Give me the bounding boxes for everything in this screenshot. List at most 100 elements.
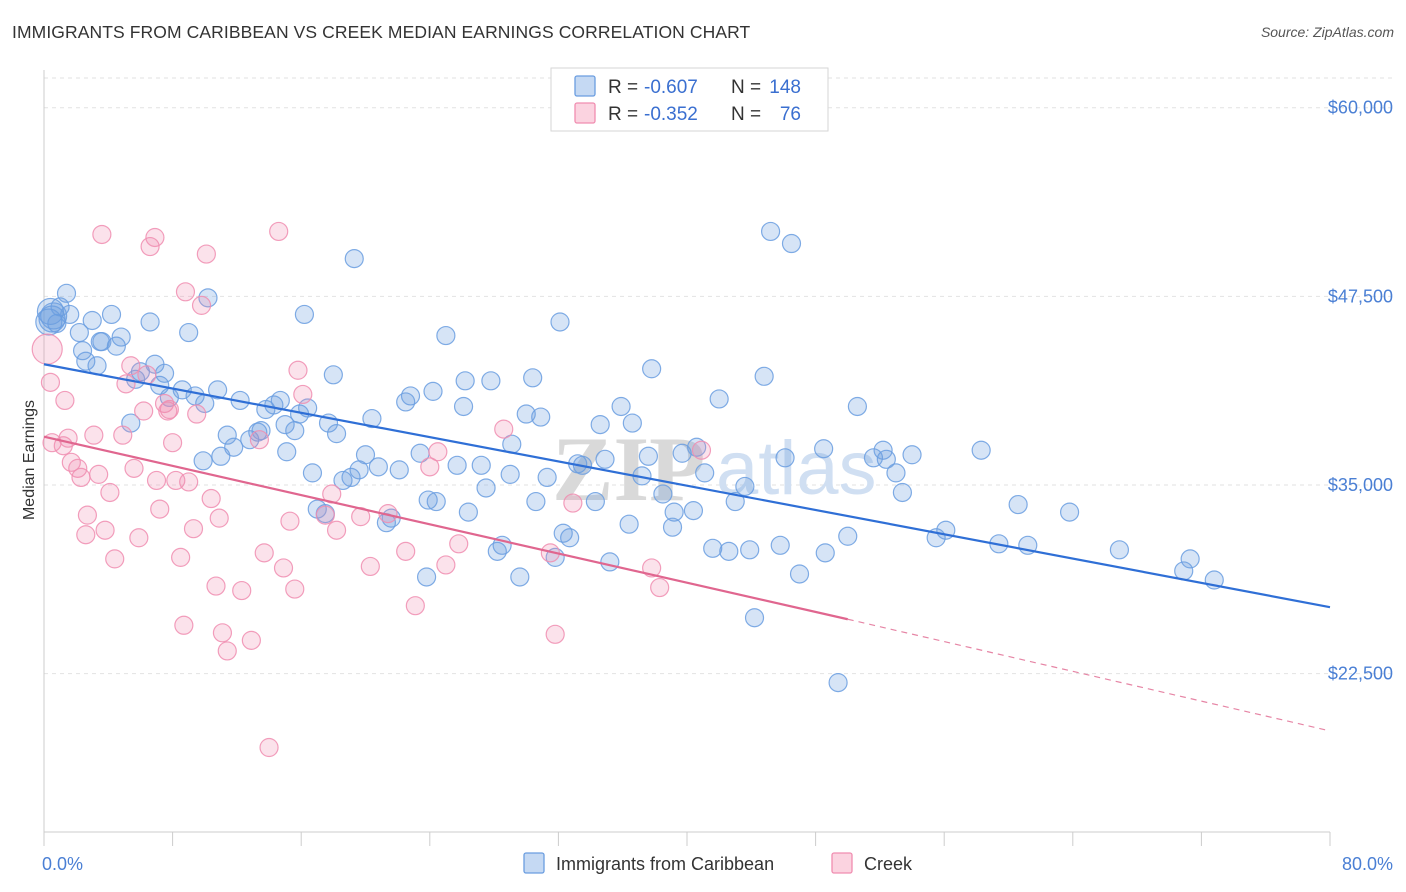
caribbean-point xyxy=(198,288,218,308)
caribbean-point xyxy=(886,463,906,483)
creek-point xyxy=(280,511,300,531)
caribbean-point xyxy=(550,312,570,332)
creek-point xyxy=(137,365,157,385)
caribbean-points xyxy=(35,221,1224,693)
caribbean-point xyxy=(69,322,89,343)
caribbean-point xyxy=(815,543,835,563)
y-tick-label: $60,000 xyxy=(1328,98,1393,118)
caribbean-point xyxy=(418,490,438,510)
caribbean-point xyxy=(703,538,723,558)
caribbean-point xyxy=(838,526,858,546)
caribbean-point xyxy=(971,440,991,460)
caribbean-point xyxy=(622,413,642,433)
creek-point xyxy=(187,404,207,424)
caribbean-point xyxy=(389,460,409,480)
x-tick-label-max: 80.0% xyxy=(1342,854,1393,874)
legend-n-value-creek: 76 xyxy=(780,104,801,125)
caribbean-point xyxy=(224,437,244,457)
caribbean-point xyxy=(323,365,343,385)
creek-point xyxy=(201,488,221,509)
caribbean-point xyxy=(248,422,268,442)
caribbean-point xyxy=(76,351,96,371)
caribbean-point xyxy=(423,381,443,401)
creek-point xyxy=(259,737,279,758)
caribbean-point xyxy=(775,448,795,468)
caribbean-point xyxy=(101,304,122,325)
creek-point xyxy=(89,464,109,484)
creek-point xyxy=(71,467,91,488)
creek-trend-line xyxy=(43,435,848,621)
caribbean-point xyxy=(476,478,496,498)
creek-point xyxy=(159,399,179,420)
creek-point xyxy=(77,505,98,525)
bottom-legend-swatch-caribbean xyxy=(523,852,545,874)
caribbean-point xyxy=(471,455,491,475)
caribbean-point xyxy=(516,404,536,424)
legend-n-value-caribbean: 148 xyxy=(769,77,801,98)
caribbean-point xyxy=(642,359,662,379)
creek-point xyxy=(269,221,289,242)
caribbean-point xyxy=(585,491,605,512)
caribbean-point xyxy=(814,439,834,459)
caribbean-point xyxy=(193,451,213,471)
creek-point xyxy=(113,425,133,445)
caribbean-point xyxy=(344,249,364,269)
creek-point xyxy=(171,547,191,567)
caribbean-point xyxy=(416,567,437,587)
creek-point xyxy=(691,440,712,460)
caribbean-point xyxy=(92,332,112,352)
caribbean-point xyxy=(72,341,93,361)
creek-point xyxy=(84,425,104,445)
creek-trend-extension xyxy=(847,618,1331,732)
caribbean-point xyxy=(789,564,810,584)
creek-point xyxy=(196,244,216,264)
caribbean-point xyxy=(447,455,467,475)
caribbean-point xyxy=(481,371,501,391)
creek-point xyxy=(150,499,170,519)
creek-point xyxy=(285,579,305,599)
caribbean-point xyxy=(760,221,781,242)
bottom-legend-label-caribbean: Immigrants from Caribbean xyxy=(556,854,774,874)
series-legend: Immigrants from Caribbean Creek xyxy=(523,852,913,874)
creek-point xyxy=(209,508,229,528)
creek-point xyxy=(145,227,165,248)
creek-point xyxy=(420,457,440,477)
caribbean-point xyxy=(531,407,551,427)
legend-r-value-creek: -0.352 xyxy=(644,104,698,125)
caribbean-point xyxy=(106,336,126,356)
caribbean-point xyxy=(111,327,131,347)
caribbean-point xyxy=(770,535,790,555)
creek-point xyxy=(55,390,75,411)
caribbean-point xyxy=(719,541,739,561)
caribbean-point xyxy=(36,297,65,326)
creek-point xyxy=(40,372,61,392)
caribbean-point xyxy=(902,445,922,465)
legend-swatch-caribbean xyxy=(574,75,596,97)
caribbean-point xyxy=(179,322,199,343)
caribbean-point xyxy=(744,608,765,628)
caribbean-point xyxy=(754,366,774,386)
x-tick-label-min: 0.0% xyxy=(42,854,83,874)
creek-point xyxy=(175,282,196,302)
caribbean-point xyxy=(695,463,715,483)
legend-n-label-caribbean: N = xyxy=(731,77,761,98)
caribbean-point xyxy=(40,302,68,330)
caribbean-point xyxy=(285,421,305,441)
y-tick-label: $35,000 xyxy=(1328,475,1393,495)
caribbean-point xyxy=(892,482,913,503)
source-credit: Source: ZipAtlas.com xyxy=(1260,24,1394,40)
caribbean-point xyxy=(341,467,361,488)
caribbean-point xyxy=(600,552,620,572)
chart-title: IMMIGRANTS FROM CARIBBEAN VS CREEK MEDIA… xyxy=(12,22,751,42)
y-tick-labels: $22,500 $35,000 $47,500 $60,000 xyxy=(1328,98,1393,684)
creek-point xyxy=(134,401,154,421)
creek-point xyxy=(232,580,252,601)
caribbean-point xyxy=(455,371,475,391)
caribbean-point xyxy=(709,389,729,409)
legend-r-label-caribbean: R = xyxy=(608,77,638,98)
creek-point xyxy=(179,472,199,492)
creek-point xyxy=(31,333,63,365)
creek-point xyxy=(76,525,96,545)
creek-point xyxy=(405,596,425,616)
